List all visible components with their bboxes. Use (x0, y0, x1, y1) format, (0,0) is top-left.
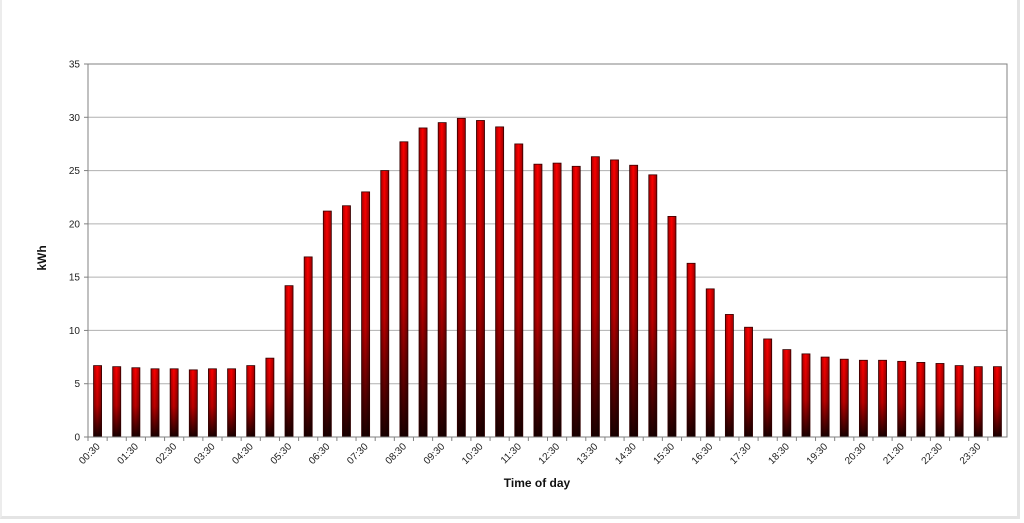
x-axis-ticks: 00:30 01:30 02:30 03:30 04:30 05:30 06:30 07:30… (77, 437, 989, 467)
x-tick-label: 11:30 (499, 441, 524, 466)
x-tick-label: 03:30 (192, 441, 218, 467)
bar (935, 363, 945, 438)
bar (839, 358, 849, 438)
bar (399, 141, 409, 438)
bar (993, 366, 1002, 438)
x-axis-title: Time of day (504, 476, 571, 490)
bar (418, 127, 428, 438)
y-tick-label: 15 (69, 273, 81, 284)
y-axis-ticks: 0 5 10 15 20 25 30 35 (69, 60, 88, 444)
y-tick-label: 20 (69, 219, 81, 230)
bar (322, 210, 332, 438)
x-tick-label: 23:30 (958, 441, 984, 467)
bars (93, 117, 1002, 438)
bar (916, 361, 926, 438)
bar (973, 366, 983, 438)
bar (667, 215, 677, 438)
bar (514, 143, 524, 438)
bar (533, 163, 543, 438)
x-tick-label: 05:30 (269, 441, 295, 467)
bar (131, 367, 141, 438)
x-tick-label: 04:30 (230, 441, 256, 467)
bar (724, 314, 734, 438)
x-tick-label: 17:30 (728, 441, 754, 467)
x-tick-label: 16:30 (690, 441, 716, 467)
y-tick-label: 35 (69, 60, 81, 71)
x-tick-label: 20:30 (843, 441, 869, 467)
bar (227, 368, 237, 438)
bar (361, 191, 371, 438)
x-tick-label: 13:30 (575, 441, 601, 467)
x-tick-label: 22:30 (920, 441, 946, 467)
x-tick-label: 14:30 (613, 441, 639, 467)
bar (476, 120, 485, 438)
y-tick-label: 25 (69, 166, 81, 177)
bar (878, 359, 887, 438)
y-tick-label: 30 (69, 113, 81, 124)
bar (897, 360, 907, 438)
x-tick-label: 21:30 (881, 441, 907, 467)
bar (782, 349, 792, 438)
bar (686, 262, 696, 438)
x-tick-label: 00:30 (77, 441, 103, 467)
y-tick-label: 0 (74, 433, 80, 444)
plot-area-border (87, 63, 1008, 438)
bar (801, 353, 811, 438)
bar (590, 156, 600, 438)
bar (437, 122, 447, 438)
bar (188, 369, 198, 438)
bar (629, 164, 639, 438)
bar (265, 357, 275, 438)
x-tick-label: 15:30 (652, 441, 678, 467)
x-tick-label: 12:30 (537, 441, 563, 467)
bar (380, 170, 390, 438)
x-tick-label: 09:30 (422, 441, 448, 467)
bar (93, 365, 102, 438)
bar (820, 356, 830, 438)
x-tick-label: 06:30 (307, 441, 333, 467)
bar (763, 338, 773, 438)
x-tick-label: 01:30 (116, 441, 142, 467)
bar (744, 326, 753, 438)
bar (552, 162, 562, 438)
bar (495, 126, 505, 438)
gridlines (88, 116, 1007, 385)
x-tick-label: 10:30 (460, 441, 486, 467)
bar (303, 256, 313, 438)
bar (169, 368, 179, 438)
bar (112, 366, 122, 438)
x-tick-label: 08:30 (384, 441, 410, 467)
x-tick-label: 19:30 (805, 441, 831, 467)
bar (150, 368, 160, 438)
y-axis-title: kWh (35, 245, 49, 270)
x-tick-label: 18:30 (766, 441, 792, 467)
x-tick-label: 07:30 (345, 441, 371, 467)
bar (705, 288, 715, 438)
bar (858, 359, 868, 438)
bar (610, 159, 619, 438)
bar (342, 205, 351, 438)
bar (246, 365, 256, 438)
bar (456, 117, 466, 438)
y-tick-label: 10 (69, 326, 81, 337)
y-tick-label: 5 (74, 379, 80, 390)
bar (648, 174, 658, 438)
bar (208, 368, 217, 438)
bar (954, 365, 964, 438)
bar (284, 285, 294, 438)
bar (571, 165, 581, 438)
x-tick-label: 02:30 (154, 441, 180, 467)
